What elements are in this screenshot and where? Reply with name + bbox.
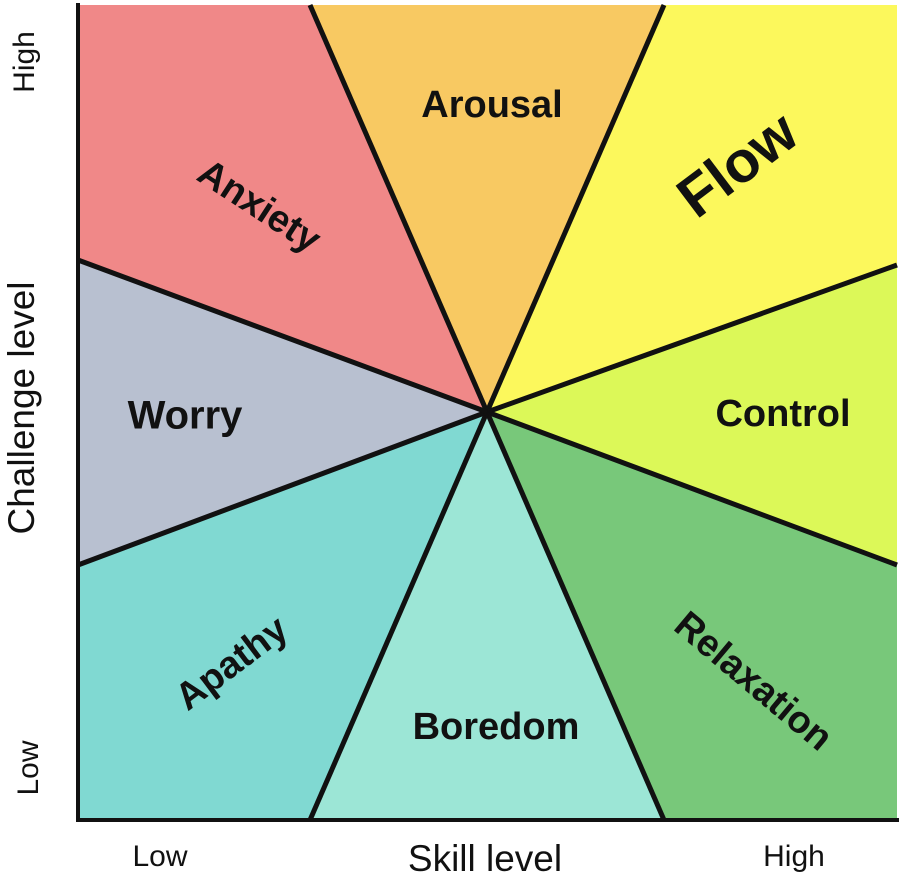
- y-axis-low-label: Low: [12, 740, 45, 795]
- control-region: [487, 265, 897, 565]
- arousal-region: [310, 5, 664, 412]
- boundary-line: [484, 411, 667, 821]
- flow-region: [487, 5, 897, 412]
- worry-region: [78, 260, 487, 565]
- boundary-line: [307, 411, 490, 821]
- boundary-line: [486, 262, 898, 415]
- boredom-region: [310, 412, 664, 820]
- boredom-label: Boredom: [413, 706, 580, 748]
- boundary-line: [484, 4, 667, 413]
- boundary-line: [77, 257, 488, 415]
- boundary-line: [77, 409, 488, 568]
- anxiety-region: [78, 5, 487, 412]
- control-label: Control: [715, 393, 850, 435]
- relaxation-region: [487, 412, 897, 820]
- y-axis-title: Challenge level: [1, 281, 42, 534]
- boundary-line: [307, 4, 490, 413]
- worry-label: Worry: [128, 394, 244, 438]
- apathy-region: [78, 412, 487, 820]
- axes: [76, 3, 899, 822]
- x-axis-title: Skill level: [408, 838, 562, 879]
- x-axis-high-label: High: [763, 840, 825, 873]
- region-boundaries: [77, 4, 898, 821]
- arousal-label: Arousal: [421, 84, 562, 126]
- x-axis-low-label: Low: [132, 840, 187, 873]
- y-axis-high-label: High: [8, 31, 41, 93]
- boundary-line: [486, 409, 898, 568]
